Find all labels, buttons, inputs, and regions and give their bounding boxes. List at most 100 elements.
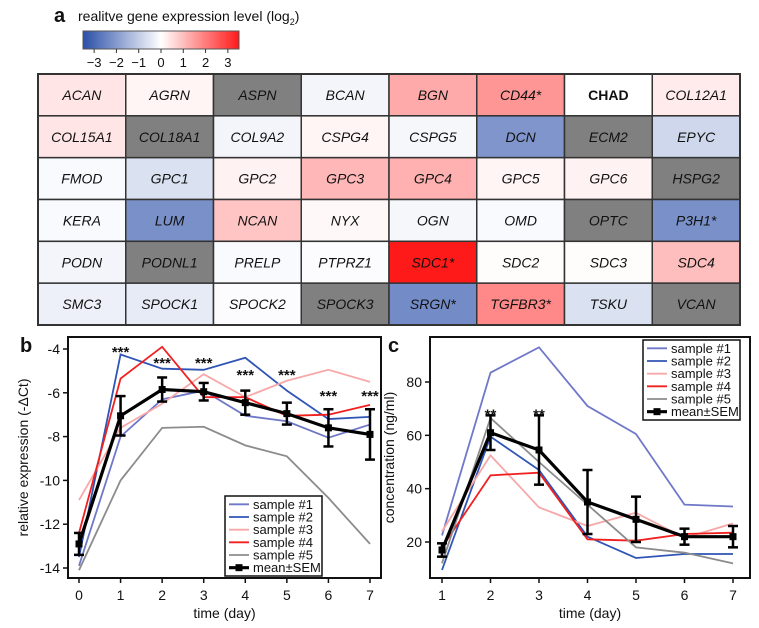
gene-label: CSPG5 — [409, 129, 457, 145]
heatmap-border — [37, 73, 741, 326]
mean-marker — [283, 410, 291, 418]
mean-marker — [324, 424, 332, 432]
heatmap-cell-fill — [651, 115, 741, 159]
gene-label: PODNL1 — [142, 254, 198, 270]
heatmap-cell-fill — [212, 282, 302, 326]
plot-frame — [429, 336, 751, 579]
gene-label: KERA — [63, 212, 101, 228]
heatmap-cell-fill — [125, 240, 215, 284]
heatmap-cell: COL18A1 — [125, 115, 215, 159]
heatmap-cell: BGN — [388, 73, 478, 117]
colorbar-tick-label: −2 — [109, 55, 124, 70]
x-axis-label: time (day) — [559, 605, 621, 621]
heatmap-cell: BCAN — [300, 73, 390, 117]
heatmap-cell: PTPRZ1 — [300, 240, 390, 284]
gene-label: SDC3 — [590, 254, 628, 270]
gene-label: OGN — [417, 212, 450, 228]
significance-marker: *** — [112, 344, 130, 361]
heatmap-cell-fill — [476, 115, 566, 159]
y-tick-label: -14 — [40, 560, 60, 576]
heatmap-cell-fill — [476, 73, 566, 117]
y-tick-label: -12 — [40, 516, 60, 532]
colorbar-tick-label: 2 — [202, 55, 209, 70]
heatmap-cell: GPC2 — [212, 156, 302, 201]
gene-label: NYX — [331, 212, 360, 228]
y-tick-label: 60 — [406, 427, 422, 443]
x-tick-label: 4 — [241, 587, 249, 603]
heatmap-cell-fill — [563, 240, 653, 284]
gene-label: SPOCK3 — [317, 296, 374, 312]
gene-label: GPC5 — [502, 171, 540, 187]
heatmap-cell: DCN — [476, 115, 566, 159]
heatmap-cell: CHAD — [563, 73, 653, 117]
series-line-sample-1 — [441, 346, 734, 536]
y-tick-label: 20 — [406, 534, 422, 550]
legend-item: sample #4 — [647, 379, 731, 394]
significance-marker: ** — [485, 406, 497, 423]
gene-label: PODN — [62, 254, 103, 270]
y-tick-label: -10 — [40, 472, 60, 488]
legend-label: sample #1 — [253, 497, 313, 512]
panel-a-label: a — [54, 5, 66, 27]
gene-label: CHAD — [588, 87, 628, 103]
heatmap-cell: ASPN — [212, 73, 302, 117]
y-tick-label: -8 — [48, 429, 61, 445]
y-tick-label: 40 — [406, 481, 422, 497]
heatmap-cell-fill — [388, 115, 478, 159]
gene-label: SMC3 — [62, 296, 101, 312]
y-axis-label: relative expression (-ΔCt) — [15, 379, 31, 537]
gene-label: SDC1* — [411, 254, 454, 270]
heatmap-cell-fill — [37, 156, 127, 201]
colorbar-ticks: −3 −2 −1 0 1 2 3 — [87, 49, 231, 70]
gene-label: SPOCK1 — [141, 296, 198, 312]
legend-frame — [642, 339, 741, 421]
mean-marker — [584, 498, 591, 506]
heatmap-cell: CD44* — [476, 73, 566, 117]
heatmap-cell: TSKU — [563, 282, 653, 326]
gene-label: CSPG4 — [321, 129, 369, 145]
heatmap-cell: NYX — [300, 198, 390, 243]
heatmap-cell: COL9A2 — [212, 115, 302, 159]
gene-label: ASPN — [237, 87, 277, 103]
heatmap-cell: EPYC — [651, 115, 741, 159]
x-tick-label: 6 — [325, 587, 333, 603]
mean-marker — [241, 399, 249, 407]
gene-label: PRELP — [234, 254, 281, 270]
gene-label: HSPG2 — [672, 171, 720, 187]
y-axis-label: concentration (ng/ml) — [381, 392, 397, 524]
heatmap-cell: P3H1* — [651, 198, 741, 243]
heatmap-cell: CSPG5 — [388, 115, 478, 159]
significance-marker: *** — [361, 388, 379, 405]
heatmap-cell: AGRN — [125, 73, 215, 117]
x-tick-label: 6 — [681, 587, 689, 603]
gene-label: DCN — [505, 129, 536, 145]
heatmap-cell: KERA — [37, 198, 127, 243]
heatmap-cell-fill — [388, 73, 478, 117]
legend-item: mean±SEM — [647, 404, 739, 419]
heatmap-cell-fill — [388, 240, 478, 284]
legend-item: sample #3 — [647, 366, 731, 381]
heatmap-cell-fill — [300, 240, 390, 284]
heatmap-cell: HSPG2 — [651, 156, 741, 201]
legend-label: sample #3 — [253, 522, 313, 537]
x-tick-label: 2 — [487, 587, 495, 603]
heatmap-cell-fill — [476, 198, 566, 243]
heatmap-cell-fill — [388, 156, 478, 201]
gene-label: TGFBR3* — [490, 296, 551, 312]
significance-marker: *** — [320, 388, 338, 405]
mean-marker — [158, 386, 166, 394]
legend-item: sample #2 — [647, 354, 731, 369]
gene-label: GPC3 — [326, 171, 364, 187]
gene-label: P3H1* — [676, 212, 717, 228]
heatmap-cell: SDC3 — [563, 240, 653, 284]
gene-label: GPC2 — [238, 171, 276, 187]
heatmap-cell: ECM2 — [563, 115, 653, 159]
x-tick-label: 0 — [75, 587, 83, 603]
panel-label: c — [388, 335, 399, 357]
heatmap: ACAN AGRN ASPN BCAN BGN CD44* CHAD COL12A1 COL15… — [37, 73, 741, 326]
heatmap-cell-fill — [37, 282, 127, 326]
heatmap-cell-fill — [563, 282, 653, 326]
heatmap-cell-fill — [563, 156, 653, 201]
